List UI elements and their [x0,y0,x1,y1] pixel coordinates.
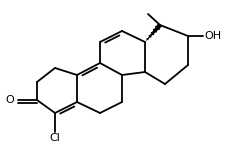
Text: O: O [5,95,14,105]
Text: OH: OH [203,31,220,41]
Polygon shape [144,23,161,42]
Text: Cl: Cl [49,133,60,143]
